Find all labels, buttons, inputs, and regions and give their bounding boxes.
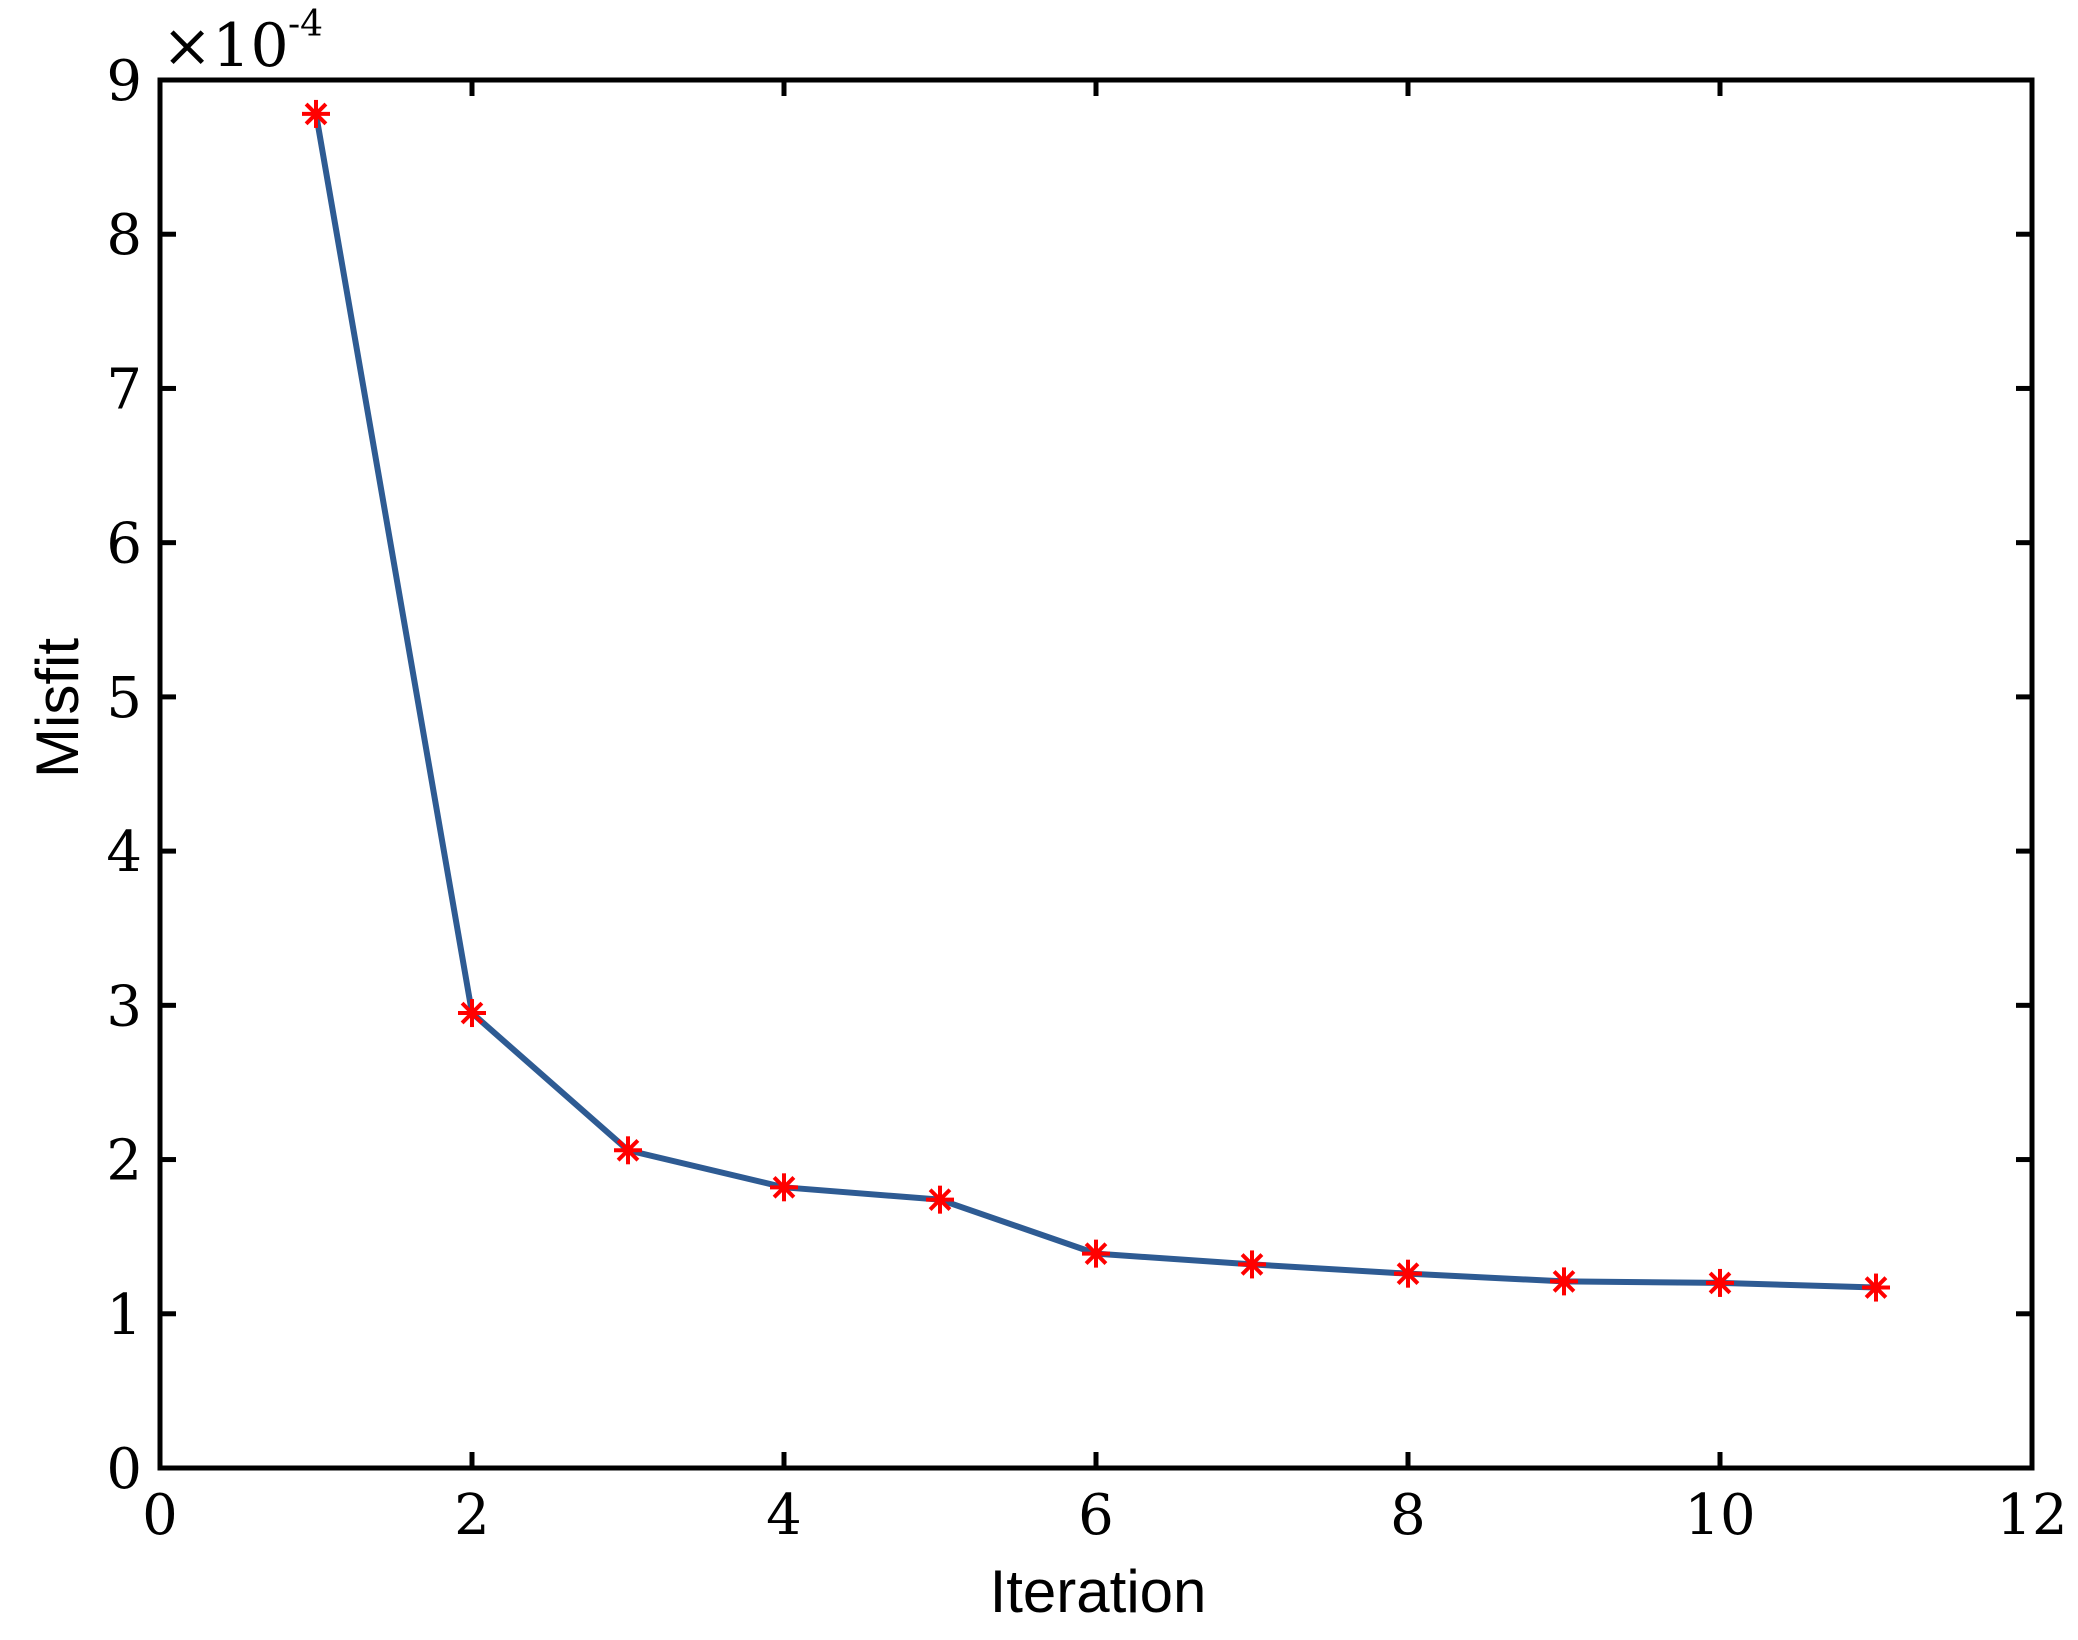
data-point-marker [458,999,486,1028]
data-point-marker [770,1173,798,1202]
data-point-marker [1862,1273,1890,1302]
y-tick-label: 1 [106,1283,142,1348]
data-point-marker [1394,1259,1422,1288]
x-tick-label: 6 [1078,1483,1114,1548]
y-tick-label: 2 [106,1129,142,1194]
scale-note-base: ×10 [162,11,289,81]
y-tick-label: 4 [106,820,142,885]
x-tick-label: 8 [1390,1483,1426,1548]
series-line [313,113,1877,1291]
x-tick-label: 12 [1996,1483,2067,1548]
plot-layer [302,99,1890,1302]
x-tick-label: 4 [766,1483,802,1548]
x-axis-label: Iteration [990,1558,1207,1625]
y-tick-label: 3 [106,974,142,1039]
x-tick-label: 0 [142,1483,178,1548]
y-tick-label: 6 [106,512,142,577]
y-tick-label: 7 [106,357,142,422]
y-tick-label: 5 [106,666,142,731]
y-axis-label: Misfit [24,638,91,778]
data-point-marker [1238,1250,1266,1279]
y-tick-label: 8 [106,203,142,268]
data-point-marker [1082,1239,1110,1268]
data-point-marker [614,1136,642,1165]
x-tick-label: 2 [454,1483,490,1548]
data-point-marker [926,1185,954,1214]
data-point-marker [302,99,330,128]
data-point-marker [1706,1268,1734,1297]
data-point-marker [1550,1267,1578,1296]
x-tick-label: 10 [1684,1483,1755,1548]
scale-note-exponent: -4 [288,4,323,45]
y-tick-label: 0 [106,1437,142,1502]
y-tick-label: 9 [106,49,142,114]
